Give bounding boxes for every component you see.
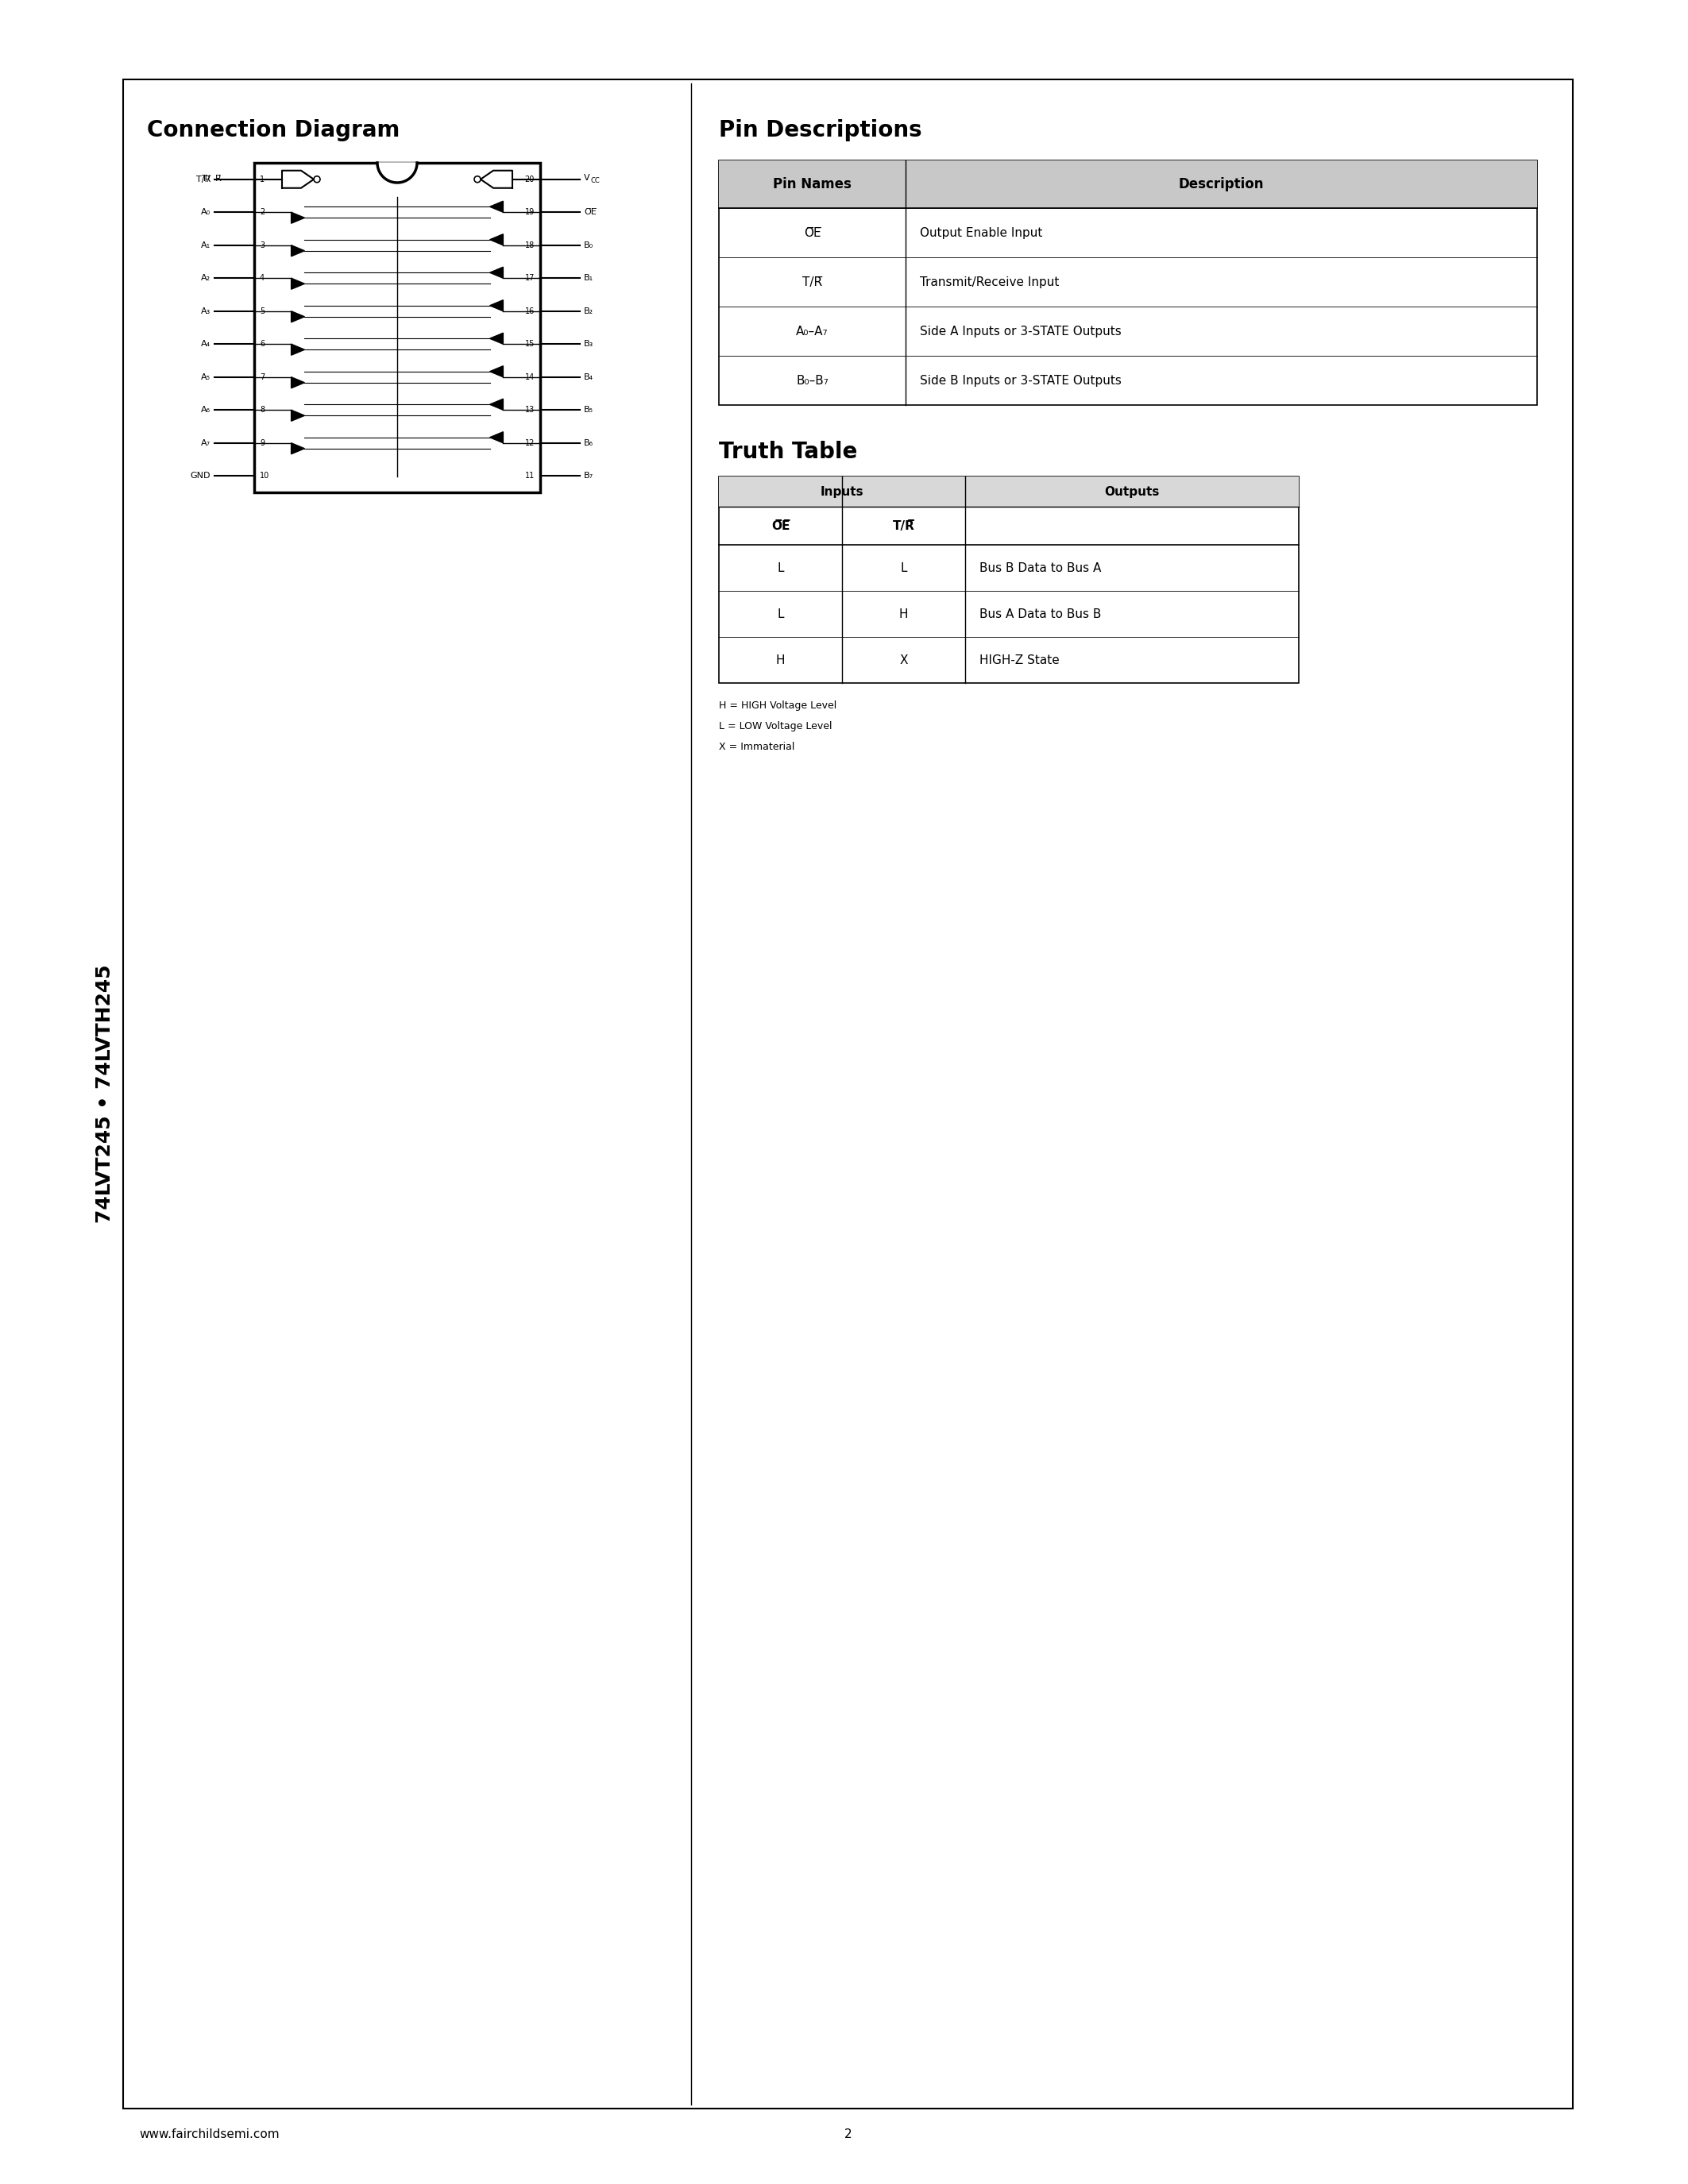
Text: 9: 9 [260, 439, 265, 448]
Text: 3: 3 [260, 240, 265, 249]
Text: L: L [776, 561, 783, 574]
Text: B₅: B₅ [584, 406, 594, 415]
Text: Pin Names: Pin Names [773, 177, 851, 192]
Text: A₄: A₄ [201, 341, 211, 347]
Text: 18: 18 [525, 240, 535, 249]
Text: A₃: A₃ [201, 308, 211, 314]
Polygon shape [292, 245, 304, 256]
Text: Connection Diagram: Connection Diagram [147, 120, 400, 142]
Bar [719, 476, 966, 507]
Text: 14: 14 [525, 373, 535, 380]
Text: T/R̅: T/R̅ [196, 175, 211, 183]
Polygon shape [490, 332, 503, 345]
Polygon shape [490, 234, 503, 245]
Text: Transmit/Receive Input: Transmit/Receive Input [920, 275, 1058, 288]
Text: B₆: B₆ [584, 439, 594, 448]
Text: Output Enable Input: Output Enable Input [920, 227, 1043, 238]
Text: Side A Inputs or 3-STATE Outputs: Side A Inputs or 3-STATE Outputs [920, 325, 1121, 336]
Text: B₄: B₄ [584, 373, 594, 380]
Bar [719, 476, 1298, 684]
Polygon shape [490, 299, 503, 310]
Text: www.fairchildsemi.com: www.fairchildsemi.com [138, 2129, 279, 2140]
Text: A₆: A₆ [201, 406, 211, 415]
Polygon shape [292, 310, 304, 323]
Polygon shape [490, 201, 503, 212]
Text: L = LOW Voltage Level: L = LOW Voltage Level [719, 721, 832, 732]
Text: H: H [776, 653, 785, 666]
Bar [123, 79, 1573, 2108]
Text: 19: 19 [525, 207, 535, 216]
Polygon shape [292, 443, 304, 454]
Text: B₂: B₂ [584, 308, 594, 314]
Bar [966, 476, 1298, 507]
Text: 5: 5 [260, 308, 265, 314]
Polygon shape [490, 367, 503, 378]
Text: B₁: B₁ [584, 275, 594, 282]
Text: O̅E̅: O̅E̅ [771, 520, 790, 531]
Text: Description: Description [1178, 177, 1264, 192]
Text: 13: 13 [525, 406, 535, 415]
Text: A₀: A₀ [201, 207, 211, 216]
Text: X: X [900, 653, 908, 666]
Polygon shape [292, 411, 304, 422]
Text: Truth Table: Truth Table [719, 441, 858, 463]
Text: 6: 6 [260, 341, 265, 347]
Text: Side B Inputs or 3-STATE Outputs: Side B Inputs or 3-STATE Outputs [920, 373, 1121, 387]
Text: V: V [584, 175, 589, 181]
Text: Bus A Data to Bus B: Bus A Data to Bus B [979, 607, 1101, 620]
Text: T/R̅: T/R̅ [893, 520, 915, 531]
Text: R̅: R̅ [216, 175, 221, 183]
Text: H = HIGH Voltage Level: H = HIGH Voltage Level [719, 701, 837, 710]
Text: B₃: B₃ [584, 341, 594, 347]
Text: 11: 11 [525, 472, 535, 480]
Text: T/: T/ [203, 175, 211, 183]
Text: X = Immaterial: X = Immaterial [719, 743, 795, 751]
Text: GND: GND [191, 472, 211, 480]
Polygon shape [490, 400, 503, 411]
Text: B₇: B₇ [584, 472, 594, 480]
Text: 17: 17 [525, 275, 535, 282]
Bar [719, 159, 1538, 207]
Text: A₁: A₁ [201, 240, 211, 249]
Polygon shape [490, 432, 503, 443]
Polygon shape [292, 212, 304, 223]
Text: T/R̅: T/R̅ [802, 275, 822, 288]
Bar [255, 164, 540, 491]
Text: 20: 20 [525, 175, 535, 183]
Bar [719, 159, 1538, 404]
Text: B₀: B₀ [584, 240, 594, 249]
Text: HIGH-Z State: HIGH-Z State [979, 653, 1060, 666]
Text: A₇: A₇ [201, 439, 211, 448]
Text: H: H [900, 607, 908, 620]
Polygon shape [292, 378, 304, 389]
Text: 12: 12 [525, 439, 535, 448]
Text: 8: 8 [260, 406, 265, 415]
Text: O̅E̅: O̅E̅ [584, 207, 596, 216]
Text: 4: 4 [260, 275, 265, 282]
Text: L: L [900, 561, 906, 574]
Polygon shape [292, 277, 304, 288]
Polygon shape [292, 345, 304, 356]
Text: Bus B Data to Bus A: Bus B Data to Bus A [979, 561, 1101, 574]
Text: 2: 2 [844, 2129, 852, 2140]
Text: 15: 15 [525, 341, 535, 347]
Polygon shape [490, 266, 503, 277]
Text: CC: CC [591, 177, 601, 183]
Text: Inputs: Inputs [820, 485, 864, 498]
Text: O̅E̅: O̅E̅ [803, 227, 820, 238]
Polygon shape [378, 164, 417, 183]
Text: A₂: A₂ [201, 275, 211, 282]
Text: A₅: A₅ [201, 373, 211, 380]
Text: A₀–A₇: A₀–A₇ [797, 325, 829, 336]
Text: Outputs: Outputs [1104, 485, 1160, 498]
Text: 1: 1 [260, 175, 265, 183]
Text: 7: 7 [260, 373, 265, 380]
Text: 16: 16 [525, 308, 535, 314]
Text: 74LVT245 • 74LVTH245: 74LVT245 • 74LVTH245 [95, 965, 115, 1223]
Text: Pin Descriptions: Pin Descriptions [719, 120, 922, 142]
Text: L: L [776, 607, 783, 620]
Text: 2: 2 [260, 207, 265, 216]
Text: B₀–B₇: B₀–B₇ [797, 373, 829, 387]
Text: 10: 10 [260, 472, 270, 480]
